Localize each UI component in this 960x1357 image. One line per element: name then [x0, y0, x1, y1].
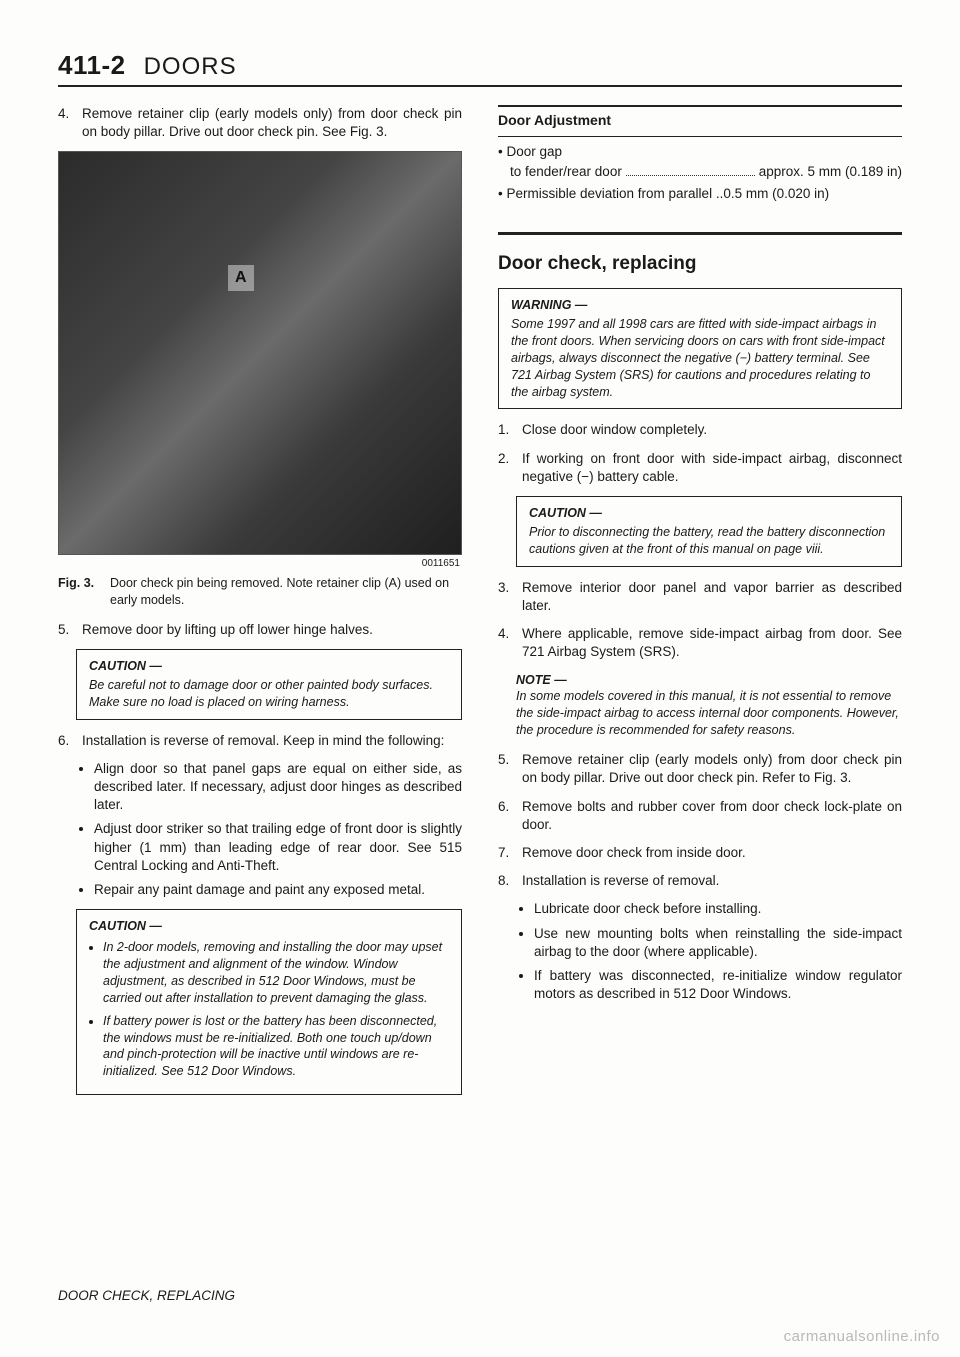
step-num: 4. [58, 105, 76, 141]
page-title: DOORS [144, 53, 237, 81]
step-num: 5. [58, 621, 76, 639]
door-gap-spec: to fender/rear door approx. 5 mm (0.189 … [498, 163, 902, 181]
step-num: 2. [498, 450, 516, 486]
section-rule [498, 232, 902, 235]
door-gap-lead: • Door gap [498, 143, 902, 161]
step-text: Remove retainer clip (early models only)… [82, 105, 462, 141]
caution-box-2: CAUTION — In 2-door models, removing and… [76, 909, 462, 1095]
step-6-left: 6. Installation is reverse of removal. K… [58, 732, 462, 750]
figure-code: 0011651 [58, 557, 460, 571]
step-num: 7. [498, 844, 516, 862]
step-num: 8. [498, 872, 516, 890]
step-4-left: 4. Remove retainer clip (early models on… [58, 105, 462, 141]
caution-body: Be careful not to damage door or other p… [89, 677, 449, 711]
step-text: Installation is reverse of removal. [522, 872, 902, 890]
caution-title: CAUTION — [529, 505, 889, 522]
door-adjustment-head: Door Adjustment [498, 105, 902, 137]
step-8-bullets: Lubricate door check before installing. … [518, 900, 902, 1003]
page-header: 411-2 DOORS [58, 50, 902, 87]
step-text: If working on front door with side-impac… [522, 450, 902, 486]
step-num: 3. [498, 579, 516, 615]
parallel-spec: • Permissible deviation from parallel . … [498, 185, 902, 203]
step-8-right: 8. Installation is reverse of removal. [498, 872, 902, 890]
step-5-right: 5. Remove retainer clip (early models on… [498, 751, 902, 787]
footer-section-name: DOOR CHECK, REPLACING [58, 1288, 235, 1303]
step-num: 5. [498, 751, 516, 787]
spec-label: • Permissible deviation from parallel . [498, 185, 720, 203]
step-6-bullets: Align door so that panel gaps are equal … [78, 760, 462, 900]
warning-title: WARNING — [511, 297, 889, 314]
warning-box: WARNING — Some 1997 and all 1998 cars ar… [498, 288, 902, 409]
page-number: 411-2 [58, 50, 126, 81]
figure-3-photo: A [58, 151, 462, 555]
dot-leader [626, 166, 755, 176]
caution-item: In 2-door models, removing and installin… [103, 939, 449, 1007]
step-5-left: 5. Remove door by lifting up off lower h… [58, 621, 462, 639]
step-7-right: 7. Remove door check from inside door. [498, 844, 902, 862]
warning-body: Some 1997 and all 1998 cars are fitted w… [511, 316, 889, 400]
step-4-right: 4. Where applicable, remove side-impact … [498, 625, 902, 661]
step-text: Remove door check from inside door. [522, 844, 902, 862]
step-text: Where applicable, remove side-impact air… [522, 625, 902, 661]
step-text: Remove bolts and rubber cover from door … [522, 798, 902, 834]
spec-value: .0.5 mm (0.020 in) [720, 185, 830, 203]
figure-label: Fig. 3. [58, 575, 102, 609]
note-body: In some models covered in this manual, i… [516, 688, 902, 739]
two-column-layout: 4. Remove retainer clip (early models on… [58, 105, 902, 1107]
figure-text: Door check pin being removed. Note retai… [110, 575, 462, 609]
watermark: carmanualsonline.info [784, 1328, 940, 1345]
left-column: 4. Remove retainer clip (early models on… [58, 105, 462, 1107]
step-6-right: 6. Remove bolts and rubber cover from do… [498, 798, 902, 834]
step-3-right: 3. Remove interior door panel and vapor … [498, 579, 902, 615]
caution-box-1: CAUTION — Be careful not to damage door … [76, 649, 462, 720]
caution-box-right: CAUTION — Prior to disconnecting the bat… [516, 496, 902, 567]
step-1-right: 1. Close door window completely. [498, 421, 902, 439]
step-text: Remove door by lifting up off lower hing… [82, 621, 462, 639]
step-text: Installation is reverse of removal. Keep… [82, 732, 462, 750]
bullet-item: Use new mounting bolts when reinstalling… [534, 925, 902, 961]
section-title: Door check, replacing [498, 251, 902, 277]
figure-caption: Fig. 3. Door check pin being removed. No… [58, 575, 462, 609]
bullet-item: Repair any paint damage and paint any ex… [94, 881, 462, 899]
spec-value: approx. 5 mm (0.189 in) [759, 163, 902, 181]
bullet-item: Align door so that panel gaps are equal … [94, 760, 462, 815]
caution-title: CAUTION — [89, 658, 449, 675]
bullet-item: Lubricate door check before installing. [534, 900, 902, 918]
step-num: 4. [498, 625, 516, 661]
manual-page: 411-2 DOORS 4. Remove retainer clip (ear… [0, 0, 960, 1357]
bullet-item: If battery was disconnected, re-initiali… [534, 967, 902, 1003]
note-title: NOTE — [516, 672, 902, 689]
caution-item: If battery power is lost or the battery … [103, 1013, 449, 1081]
step-num: 1. [498, 421, 516, 439]
caution-title: CAUTION — [89, 918, 449, 935]
caution-list: In 2-door models, removing and installin… [89, 939, 449, 1080]
callout-a: A [228, 265, 254, 291]
note-block: NOTE — In some models covered in this ma… [516, 672, 902, 740]
step-text: Remove interior door panel and vapor bar… [522, 579, 902, 615]
step-text: Close door window completely. [522, 421, 902, 439]
caution-body: Prior to disconnecting the battery, read… [529, 524, 889, 558]
step-text: Remove retainer clip (early models only)… [522, 751, 902, 787]
step-num: 6. [498, 798, 516, 834]
spec-label: to fender/rear door [510, 163, 622, 181]
step-2-right: 2. If working on front door with side-im… [498, 450, 902, 486]
right-column: Door Adjustment • Door gap to fender/rea… [498, 105, 902, 1107]
bullet-item: Adjust door striker so that trailing edg… [94, 820, 462, 875]
step-num: 6. [58, 732, 76, 750]
